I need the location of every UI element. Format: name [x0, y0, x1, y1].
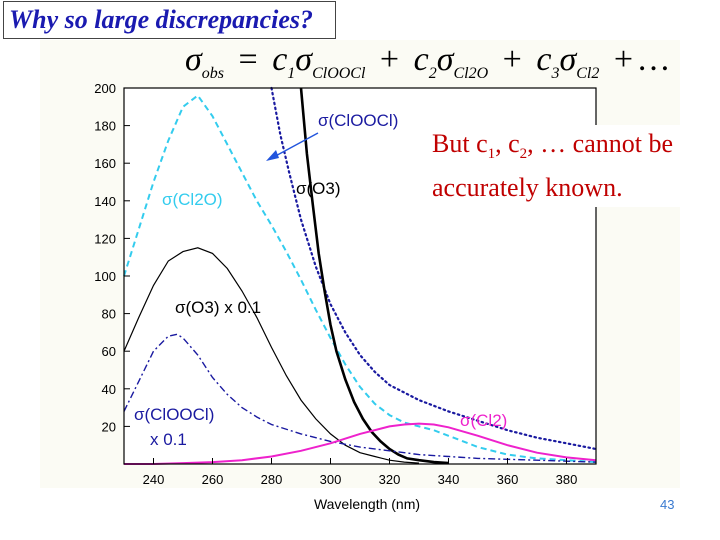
label-cl2: σ(Cl2) [460, 411, 507, 430]
note-part-1: But c [432, 129, 488, 158]
y-tick-label: 40 [102, 382, 116, 397]
y-tick-label: 120 [94, 231, 116, 246]
y-tick-label: 180 [94, 119, 116, 134]
eq-term-3-coef: c [536, 41, 552, 78]
x-tick-label: 240 [143, 472, 165, 487]
eq-term-2-sub: Cl2O [453, 65, 489, 82]
series-line-5 [123, 333, 597, 463]
eq-plus-2: + [502, 41, 522, 78]
series-line-2 [123, 94, 597, 464]
eq-term-3-sub: Cl2 [576, 65, 600, 82]
eq-plus-3: + [613, 41, 634, 78]
label-scale-factor: x 0.1 [150, 430, 187, 449]
eq-term-2-coef: c [413, 41, 429, 78]
eq-ellipsis: … [639, 41, 670, 78]
y-tick-label: 20 [102, 419, 116, 434]
label-o3-scaled: σ(O3) x 0.1 [175, 298, 261, 317]
eq-term-1-sub: ClOOCl [312, 65, 366, 82]
note-sub-1: 1 [487, 146, 496, 163]
eq-term-3-symbol: σ [559, 41, 577, 78]
note-part-2: , c [495, 129, 520, 158]
label-clooci: σ(ClOOCl) [318, 111, 398, 130]
note-text: But c1, c2, … cannot be accurately known… [428, 125, 708, 208]
y-tick-label: 80 [102, 307, 116, 322]
x-tick-label: 280 [261, 472, 283, 487]
x-tick-label: 340 [438, 472, 460, 487]
x-axis-label: Wavelength (nm) [314, 496, 420, 512]
eq-term-1-coef: c [272, 41, 288, 78]
eq-plus-1: + [379, 41, 400, 78]
x-tick-label: 300 [320, 472, 342, 487]
eq-term-3-coef-sub: 3 [551, 65, 560, 82]
label-cl2o: σ(Cl2O) [162, 190, 223, 209]
slide-title: Why so large discrepancies? [3, 1, 336, 39]
cross-section-equation: σobs = c1σClOOCl + c2σCl2O + c3σCl2 +… [185, 40, 669, 94]
note-part-3: , … cannot be accurately known. [432, 129, 673, 203]
eq-lhs-sub: obs [201, 65, 225, 82]
y-tick-label: 200 [94, 81, 116, 96]
chart-ticks: 240 260 280 300 320 340 360 380 20 40 60 80 100 120 14… [94, 81, 577, 487]
page-number: 43 [660, 497, 675, 512]
note-sub-2: 2 [519, 146, 528, 163]
y-tick-label: 100 [94, 269, 116, 284]
x-tick-label: 380 [556, 472, 578, 487]
eq-term-1-symbol: σ [295, 41, 313, 78]
eq-term-2-coef-sub: 2 [428, 65, 437, 82]
eq-term-2-symbol: σ [436, 41, 454, 78]
y-tick-label: 60 [102, 344, 116, 359]
series-line-3 [299, 87, 449, 465]
series-line-1 [270, 86, 598, 451]
eq-term-1-coef-sub: 1 [287, 65, 296, 82]
y-tick-label: 140 [94, 194, 116, 209]
eq-lhs-symbol: σ [185, 41, 202, 78]
x-tick-label: 360 [497, 472, 519, 487]
label-clooci-scaled: σ(ClOOCl) [134, 405, 214, 424]
eq-equals: = [238, 41, 258, 78]
label-o3: σ(O3) [296, 179, 341, 198]
x-tick-label: 320 [379, 472, 401, 487]
y-tick-label: 160 [94, 156, 116, 171]
series-line-4 [123, 247, 420, 464]
arrow-to-clooci [266, 132, 319, 161]
x-tick-label: 260 [202, 472, 224, 487]
